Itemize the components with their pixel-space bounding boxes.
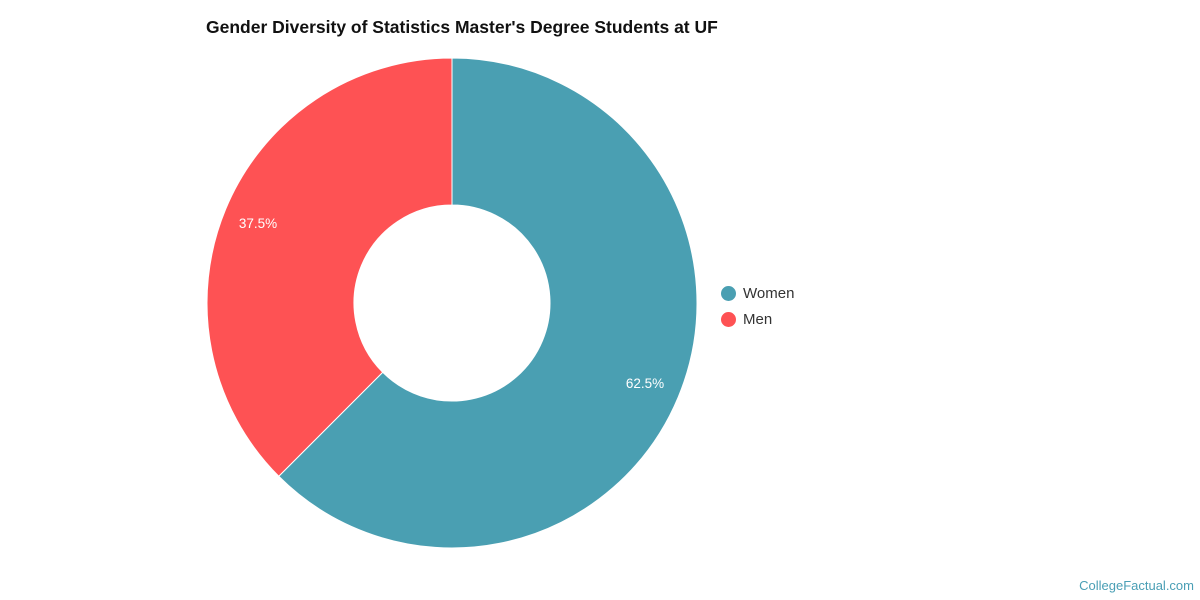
legend-label-men: Men xyxy=(743,310,773,328)
slice-label-men: 37.5% xyxy=(239,216,277,231)
men-swatch-icon xyxy=(721,311,736,327)
slice-label-women: 62.5% xyxy=(626,376,664,391)
legend-item-women[interactable]: Women xyxy=(721,280,794,306)
chart-title: Gender Diversity of Statistics Master's … xyxy=(206,17,718,37)
slice-women[interactable] xyxy=(278,57,698,549)
women-swatch-icon xyxy=(721,285,736,301)
watermark-link[interactable]: CollegeFactual.com xyxy=(1079,578,1194,593)
slice-men[interactable] xyxy=(206,57,453,477)
legend: Women Men xyxy=(721,280,794,332)
legend-item-men[interactable]: Men xyxy=(721,306,794,332)
legend-label-women: Women xyxy=(743,284,795,302)
